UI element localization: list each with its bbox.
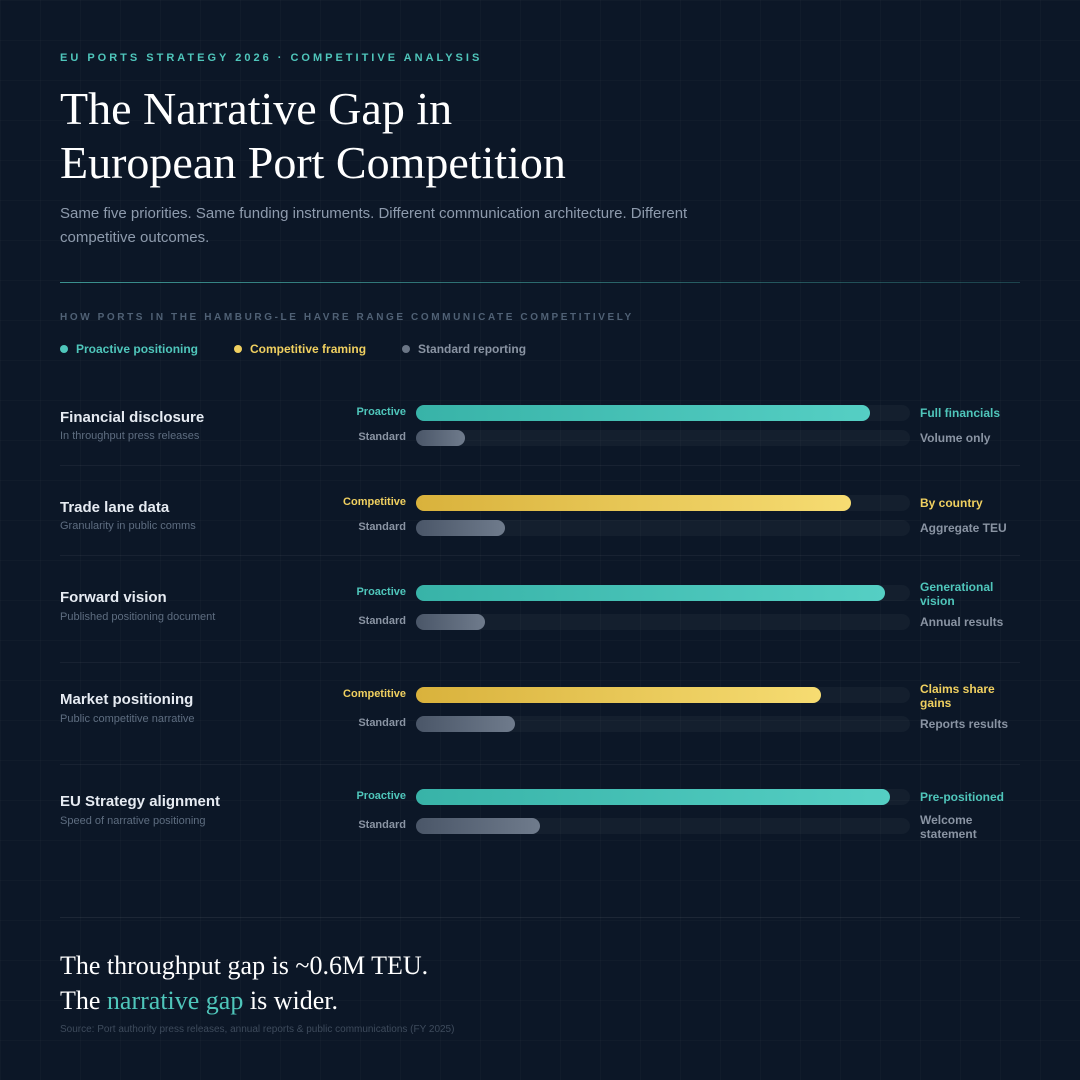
legend-item-proactive: Proactive positioning [60, 342, 198, 356]
bar-proactive [416, 405, 870, 421]
row-title: Financial disclosure [60, 409, 205, 426]
row-title: Market positioning [60, 691, 194, 708]
bar-label: Standard [358, 521, 406, 533]
conclusion-text: is wider. [243, 986, 338, 1015]
legend-dot-icon [234, 345, 243, 353]
row-divider [60, 465, 1020, 466]
bar-standard [416, 430, 465, 446]
bar-label: Standard [358, 717, 406, 729]
bar-track [416, 818, 910, 834]
row-divider [60, 764, 1020, 765]
row-subtitle: Published positioning document [60, 611, 216, 623]
bar-end-label: Aggregate TEU [920, 521, 1007, 535]
bar-track [416, 687, 910, 703]
bar-label: Standard [358, 615, 406, 627]
bar-competitive [416, 495, 851, 511]
bar-track [416, 495, 910, 511]
legend-dot-icon [402, 345, 411, 353]
bar-end-label: Reports results [920, 717, 1009, 731]
divider [60, 917, 1020, 918]
title-line-1: The Narrative Gap in [60, 83, 453, 134]
bar-end-label: Pre-positioned [920, 790, 1005, 804]
bar-track [416, 585, 910, 601]
row-divider [60, 662, 1020, 663]
bar-standard [416, 520, 505, 536]
bar-end-label: Generational vision [920, 580, 994, 608]
row-title: Trade lane data [60, 499, 170, 516]
bar-standard [416, 614, 485, 630]
bar-track [416, 430, 910, 446]
bar-standard [416, 716, 515, 732]
bar-proactive [416, 585, 885, 601]
legend-label: Standard reporting [418, 342, 527, 356]
row-title: EU Strategy alignment [60, 793, 221, 810]
section-label: HOW PORTS IN THE HAMBURG-LE HAVRE RANGE … [60, 312, 634, 323]
bar-track [416, 614, 910, 630]
row-subtitle: Public competitive narrative [60, 713, 195, 725]
legend-label: Competitive framing [250, 342, 367, 356]
bar-end-label: Annual results [920, 615, 1004, 629]
bar-label: Proactive [356, 790, 406, 802]
subtitle: Same five priorities. Same funding instr… [60, 205, 688, 246]
bar-end-label: By country [920, 496, 983, 510]
legend: Proactive positioning Competitive framin… [60, 342, 526, 356]
bar-track [416, 405, 910, 421]
bar-standard [416, 818, 540, 834]
conclusion-text: The [60, 986, 107, 1015]
legend-dot-icon [60, 345, 68, 353]
title-line-2: European Port Competition [60, 137, 566, 188]
bar-label: Proactive [356, 586, 406, 598]
divider [60, 282, 1020, 283]
conclusion-highlight: narrative gap [106, 986, 244, 1015]
bar-label: Competitive [343, 496, 406, 508]
row-subtitle: In throughput press releases [60, 430, 200, 442]
legend-item-competitive: Competitive framing [234, 342, 366, 356]
legend-label: Proactive positioning [76, 342, 199, 356]
page-title: The Narrative Gap in European Port Compe… [60, 82, 960, 190]
bar-end-label: Welcome statement [920, 813, 977, 841]
bar-competitive [416, 687, 821, 703]
bar-track [416, 520, 910, 536]
row-title: Forward vision [60, 589, 167, 606]
source-note: Source: Port authority press releases, a… [60, 1024, 455, 1035]
row-divider [60, 555, 1020, 556]
bar-proactive [416, 789, 890, 805]
bar-label: Standard [358, 431, 406, 443]
bar-end-label: Claims share gains [920, 682, 995, 710]
bar-label: Standard [358, 819, 406, 831]
bar-label: Competitive [343, 688, 406, 700]
row-subtitle: Granularity in public comms [60, 520, 196, 532]
bar-track [416, 789, 910, 805]
conclusion-line-2: The narrative gap is wider. [60, 983, 428, 1018]
conclusion: The throughput gap is ~0.6M TEU. The nar… [60, 948, 428, 1018]
bar-end-label: Volume only [920, 431, 991, 445]
bar-track [416, 716, 910, 732]
legend-item-standard: Standard reporting [402, 342, 526, 356]
bar-end-label: Full financials [920, 406, 1001, 420]
conclusion-line-1: The throughput gap is ~0.6M TEU. [60, 951, 429, 980]
eyebrow: EU PORTS STRATEGY 2026 · COMPETITIVE ANA… [60, 52, 483, 64]
row-subtitle: Speed of narrative positioning [60, 815, 206, 827]
bar-label: Proactive [356, 406, 406, 418]
